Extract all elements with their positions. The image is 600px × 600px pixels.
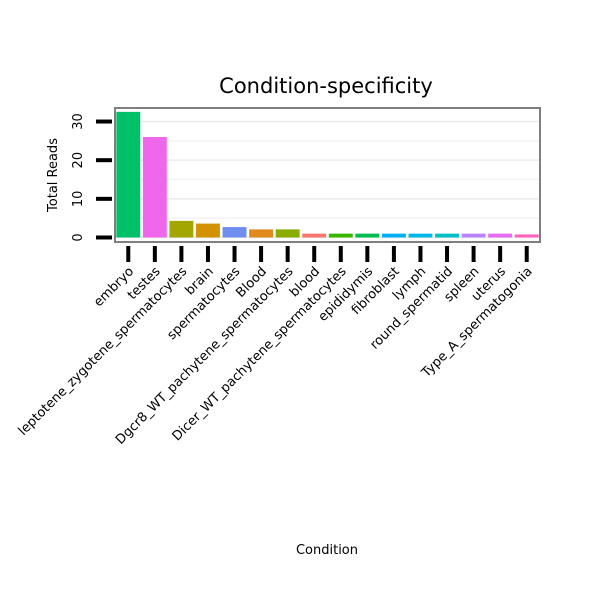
bar-lymph bbox=[408, 233, 433, 238]
bar-Type_A_spermatogonia bbox=[514, 234, 539, 238]
plot-border bbox=[114, 107, 541, 243]
bar-Dgcr8_WT_pachytene_spermatocytes bbox=[275, 229, 300, 238]
bar-uterus bbox=[488, 233, 513, 238]
bar-fibroblast bbox=[381, 233, 406, 238]
bar-brain bbox=[196, 223, 220, 238]
bar-Dicer_WT_pachytene_spermatocytes bbox=[328, 233, 353, 238]
bar-leptotene_zygotene_spermatocytes bbox=[169, 220, 194, 238]
y-tick-label: 30 bbox=[71, 113, 86, 130]
bar-round_spermatid bbox=[435, 233, 459, 238]
bar-testes bbox=[142, 136, 167, 238]
bar-spleen bbox=[461, 233, 486, 238]
y-axis-label: Total Reads bbox=[46, 138, 61, 213]
bar-Blood bbox=[249, 229, 274, 238]
bars bbox=[116, 111, 539, 238]
bar-blood bbox=[302, 233, 327, 238]
y-tick-label: 0 bbox=[71, 233, 86, 241]
bar-epididymis bbox=[355, 233, 380, 238]
y-axis: 0 10 20 30 bbox=[71, 113, 112, 242]
chart-title: Condition-specificity bbox=[219, 74, 433, 98]
grid-lines bbox=[115, 120, 540, 239]
y-tick-label: 20 bbox=[71, 152, 86, 169]
x-axis-label: Condition bbox=[296, 543, 358, 558]
x-axis: embryotestesleptotene_zygotene_spermatoc… bbox=[16, 246, 536, 448]
y-tick-label: 10 bbox=[71, 191, 86, 208]
bar-spermatocytes bbox=[222, 227, 247, 238]
bar-embryo bbox=[116, 111, 141, 238]
